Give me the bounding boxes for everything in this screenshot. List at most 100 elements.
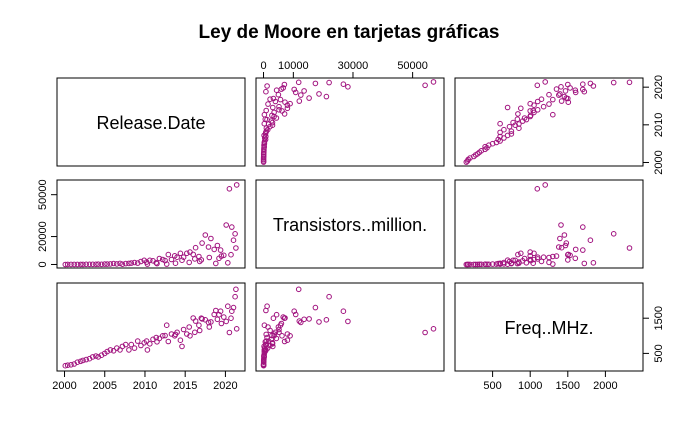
point-r1-c2-10 [484,261,490,268]
point-r1-c0-64 [225,260,231,266]
point-r0-c2-70 [504,104,511,111]
point-r1-c2-8 [478,261,485,268]
point-r1-c2-54 [534,186,541,192]
point-r0-c2-34 [515,111,521,117]
point-r0-c1-53 [345,84,351,90]
point-r1-c2-7 [476,261,483,268]
point-r2-c0-50 [214,316,221,323]
point-r1-c2-38 [518,250,524,257]
point-r0-c1-73 [278,86,285,92]
point-r1-c2-11 [482,261,488,268]
left-axis-middle-tick-label-2: 50000 [37,179,49,210]
point-r0-c1-36 [279,108,285,114]
point-r2-c1-37 [276,329,282,336]
point-r2-c0-25 [138,342,144,349]
point-r2-c1-61 [270,315,277,322]
point-r2-c1-72 [275,324,282,330]
point-r1-c0-16 [110,260,117,267]
point-r1-c0-22 [128,260,135,266]
point-r1-c0-17 [114,261,120,267]
point-r1-c2-3 [467,261,473,268]
point-r2-c1-34 [281,338,288,345]
top-axis-tick-label-3: 50000 [397,60,428,72]
point-r2-c0-59 [233,286,239,293]
point-r1-c2-39 [540,254,547,261]
point-r1-c0-46 [202,232,209,238]
point-r1-c2-5 [472,261,479,268]
point-r1-c0-67 [196,258,203,265]
point-r0-c1-35 [271,109,277,116]
point-r0-c2-63 [581,88,588,95]
point-r1-c2-34 [515,251,521,258]
point-r1-c2-68 [514,260,521,267]
panel-frame-r1-c0 [56,179,246,269]
point-r1-c2-67 [538,258,545,265]
point-r2-c1-70 [270,343,276,350]
point-r2-c1-54 [422,329,428,336]
point-r0-c2-43 [558,98,565,104]
point-r1-c2-28 [510,257,516,264]
point-r1-c0-10 [93,261,99,268]
point-r1-c2-44 [550,253,556,260]
point-r1-c0-35 [168,256,175,263]
point-r1-c2-2 [465,261,472,268]
point-r1-c2-45 [563,240,570,246]
diagonal-label-1: Transistors..million. [273,215,427,235]
point-r1-c0-56 [230,237,237,243]
point-r2-c0-72 [206,324,213,330]
point-r1-c2-71 [534,256,541,262]
point-r2-c1-56 [312,304,319,311]
point-r1-c0-53 [223,222,229,228]
point-r2-c0-63 [213,307,219,314]
point-r1-c0-47 [205,244,212,250]
bottom-axis-left-tick-label-4: 2020 [213,380,237,392]
point-r1-c0-31 [156,255,163,262]
point-r0-c2-27 [516,121,522,127]
point-r1-c0-40 [184,250,190,257]
point-r0-c2-44 [550,96,556,103]
point-r0-c1-22 [263,128,270,134]
point-r0-c2-57 [610,79,617,86]
point-r1-c2-63 [581,260,588,267]
point-r2-c1-38 [284,337,291,344]
point-r2-c1-46 [323,317,330,323]
point-r1-c0-68 [154,260,160,267]
point-r0-c2-56 [587,80,594,87]
point-r2-c0-24 [134,338,141,344]
point-r0-c2-47 [556,92,562,98]
point-r1-c0-72 [206,254,213,261]
point-r1-c0-34 [165,251,172,258]
point-r0-c1-57 [326,79,332,86]
point-r1-c0-58 [233,182,240,188]
panel-frame-r0-c1 [255,77,445,167]
point-r1-c0-37 [174,254,180,261]
point-r0-c2-38 [518,105,524,112]
bottom-axis-right-tick-label-0: 500 [483,380,501,392]
point-r0-c2-31 [521,115,528,121]
point-r1-c2-51 [580,247,586,253]
point-r2-c1-49 [292,311,299,318]
point-r0-c1-72 [275,91,282,98]
bottom-axis-left-tick-label-0: 2000 [52,380,76,392]
point-r1-c2-61 [565,257,571,263]
point-r1-c2-31 [521,255,528,262]
point-r1-c0-39 [180,254,187,261]
point-r1-c0-15 [107,261,114,267]
point-r1-c0-65 [163,261,170,267]
point-r1-c2-64 [590,260,597,266]
point-r2-c0-27 [143,338,150,344]
chart-title: Ley de Moore en tarjetas gráficas [199,22,500,43]
point-r2-c1-66 [263,331,270,338]
point-r0-c1-46 [323,93,330,100]
point-r2-c1-57 [326,293,332,300]
bottom-axis-left-tick-label-1: 2005 [93,380,117,392]
point-r0-c1-42 [282,99,288,105]
point-r2-c0-64 [225,303,231,310]
point-r2-c1-36 [279,333,285,339]
point-r0-c1-66 [263,107,270,114]
point-r2-c1-68 [262,339,269,345]
point-r1-c0-74 [228,251,234,258]
point-r1-c2-59 [626,245,633,251]
point-r0-c1-71 [272,98,279,105]
